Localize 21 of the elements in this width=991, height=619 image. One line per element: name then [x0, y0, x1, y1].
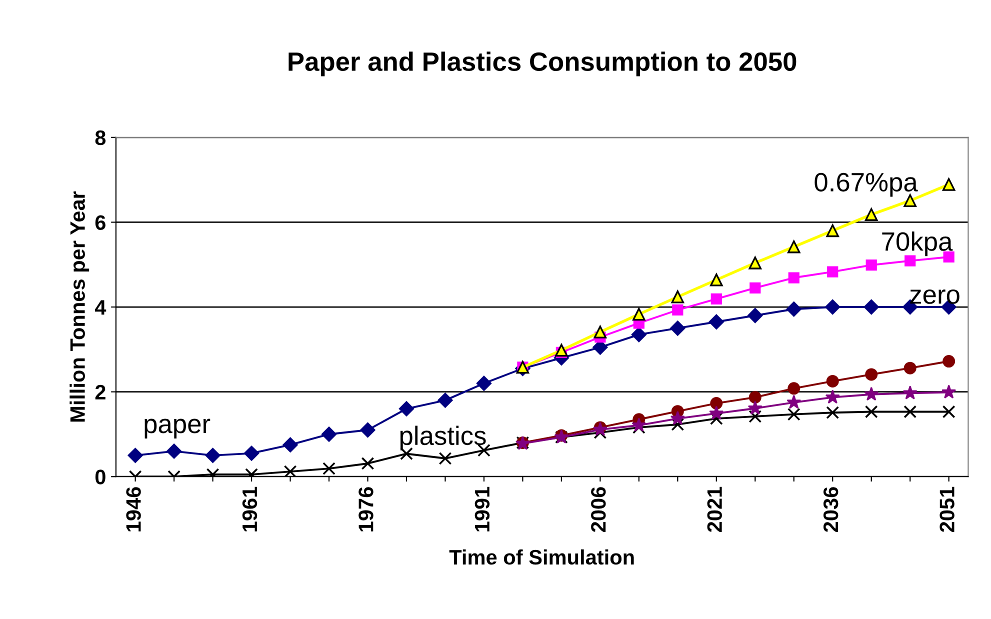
x-tick-label: 1991: [474, 486, 490, 532]
y-tick-label: 0: [95, 470, 106, 484]
x-tick-label: 2036: [823, 487, 838, 532]
annotation: zero: [910, 289, 960, 304]
annotation: plastics: [400, 426, 486, 450]
x-tick-label: 2051: [940, 486, 954, 532]
x-tick-label: 1961: [242, 486, 258, 532]
x-tick-label: 1946: [126, 487, 141, 532]
y-tick-label: 8: [95, 130, 106, 146]
x-tick-label: 2006: [591, 487, 606, 532]
x-axis-title: Time of Simulation: [449, 549, 634, 565]
x-tick-label: 2021: [707, 486, 722, 532]
y-tick-label: 6: [95, 215, 106, 230]
y-axis-title: Million Tonnes per Year: [70, 191, 90, 422]
x-tick-label: 1976: [358, 487, 374, 532]
annotation: 70kpa: [882, 232, 953, 256]
annotation: 0.67%pa: [814, 172, 918, 197]
chart-title: Paper and Plastics Consumption to 2050: [288, 52, 796, 76]
y-tick-label: 4: [94, 300, 106, 315]
y-tick-label: 2: [95, 384, 106, 400]
annotation: paper: [144, 418, 210, 438]
